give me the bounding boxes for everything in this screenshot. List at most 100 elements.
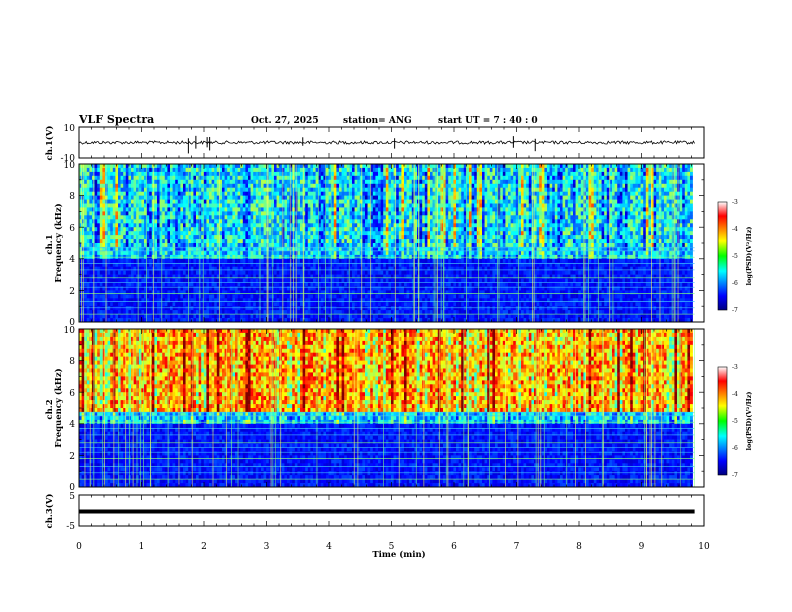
ch1-spec-cell-4563: [375, 176, 378, 180]
ch1-spec-cell-4686: [383, 188, 386, 192]
ch1-spec-cell-2057: [212, 231, 215, 235]
ch1-spec-cell-3947: [334, 271, 337, 275]
ch1-spec-cell-4110: [344, 283, 347, 287]
ch1-spec-cell-707: [123, 271, 126, 275]
ch1-spec-cell-643: [121, 176, 124, 180]
ch1-spec-cell-858: [134, 235, 137, 239]
ch1-spec-cell-2926: [269, 188, 272, 192]
ch1-spec-cell-892: [136, 211, 139, 215]
ch1-spec-cell-4408: [365, 196, 368, 200]
ch1-spec-cell-108: [84, 275, 87, 279]
ch1-spec-cell-1339: [165, 239, 168, 243]
ch1-spec-cell-2512: [240, 290, 243, 294]
ch1-spec-cell-1895: [201, 223, 204, 227]
ch1-spec-cell-367: [102, 192, 105, 196]
ch1-spec-cell-187: [89, 271, 92, 275]
ch1-spec-cell-1666: [186, 267, 189, 271]
ch1-spec-cell-4074: [342, 298, 345, 302]
ch1-spec-cell-2708: [253, 275, 256, 279]
ch1-spec-cell-1627: [183, 271, 186, 275]
ch1-spec-cell-1965: [206, 184, 209, 188]
ch1-spec-cell-3555: [308, 302, 311, 306]
ch1-spec-cell-1722: [191, 172, 194, 176]
ch1-spec-cell-4026: [339, 267, 342, 271]
ch1-spec-cell-315: [97, 302, 100, 306]
ch1-spec-cell-3984: [336, 259, 339, 263]
ch1-spec-cell-4526: [373, 188, 376, 192]
ch1-spec-cell-699: [123, 239, 126, 243]
ch1-spec-cell-2066: [212, 267, 215, 271]
ch1-spec-cell-2072: [212, 290, 215, 294]
ch1-spec-cell-3570: [310, 204, 313, 208]
ch1-spec-cell-1207: [157, 192, 160, 196]
ch1-spec-cell-3112: [279, 290, 282, 294]
ch1-spec-cell-2584: [245, 259, 248, 263]
ch1-spec-cell-1400: [170, 164, 173, 168]
ch1-spec-cell-563: [115, 176, 118, 180]
ch1-spec-cell-1226: [157, 267, 160, 271]
ch1-spec-cell-2233: [222, 294, 225, 298]
ch1-spec-cell-4247: [355, 192, 358, 196]
ch1-spec-cell-3158: [282, 314, 285, 318]
ch1-spec-cell-3553: [308, 294, 311, 298]
ch1-spec-cell-1388: [167, 275, 170, 279]
ch1-spec-cell-4819: [391, 239, 394, 243]
ch1-spec-cell-422: [105, 251, 108, 255]
ch1-spec-cell-853: [134, 215, 137, 219]
ch1-spec-cell-1488: [175, 196, 178, 200]
ch1-spec-cell-2086: [214, 188, 217, 192]
ch1-spec-cell-2195: [219, 302, 222, 306]
ch1-spec-cell-1340: [165, 243, 168, 247]
ch1-spec-cell-1190: [154, 283, 157, 287]
ch1-spec-cell-1420: [170, 243, 173, 247]
ch1-spec-cell-1632: [183, 290, 186, 294]
ch1-spec-cell-3891: [331, 207, 334, 211]
ch1-spec-cell-4884: [396, 180, 399, 184]
ch1-spec-cell-4673: [381, 294, 384, 298]
ch1-spec-cell-4562: [375, 172, 378, 176]
ch1-spec-cell-1818: [196, 235, 199, 239]
ch1-spec-cell-963: [141, 176, 144, 180]
ch1-spec-cell-2638: [248, 314, 251, 318]
ch1-spec-cell-1434: [170, 298, 173, 302]
ch1-spec-cell-4368: [362, 196, 365, 200]
ch1-spec-cell-1535: [178, 223, 181, 227]
ch1-spec-cell-934: [139, 219, 142, 223]
ch1-spec-cell-352: [100, 290, 103, 294]
ch1-spec-cell-4049: [342, 200, 345, 204]
ch1-spec-cell-4033: [339, 294, 342, 298]
ch1-spec-cell-4652: [381, 211, 384, 215]
ch1-spec-cell-2553: [243, 294, 246, 298]
ch1-spec-cell-2856: [264, 227, 267, 231]
ch1-spec-cell-574: [115, 219, 118, 223]
ch1-spec-cell-1205: [157, 184, 160, 188]
ch1-spec-cell-855: [134, 223, 137, 227]
ch1-spec-cell-2845: [264, 184, 267, 188]
ch1-spec-cell-1539: [178, 239, 181, 243]
ch1-spec-cell-2164: [219, 180, 222, 184]
ch1-spec-cell-1894: [201, 219, 204, 223]
ch1-spec-cell-4339: [360, 239, 363, 243]
ch1-spec-cell-456: [108, 227, 111, 231]
ch1-spec-cell-1430: [170, 283, 173, 287]
ch1-spec-cell-2313: [227, 294, 230, 298]
ch1-spec-cell-2281: [227, 168, 230, 172]
ch1-spec-cell-744: [126, 259, 129, 263]
ch1-spec-cell-1460: [173, 243, 176, 247]
ch1-spec-cell-2953: [269, 294, 272, 298]
ch1-spec-cell-1170: [154, 204, 157, 208]
ch1-spec-cell-1387: [167, 271, 170, 275]
ch1-spec-cell-1325: [165, 184, 168, 188]
ch1-spec-cell-363: [102, 176, 105, 180]
ch1-spec-cell-4445: [368, 184, 371, 188]
ch1-spec-cell-3372: [297, 211, 300, 215]
ch1-spec-cell-2324: [230, 180, 233, 184]
ch1-spec-cell-4826: [391, 267, 394, 271]
ch1-spec-cell-882: [136, 172, 139, 176]
ch1-spec-cell-2062: [212, 251, 215, 255]
ch1-spec-cell-4457: [368, 231, 371, 235]
ch1-spec-cell-3084: [279, 180, 282, 184]
ch1-spec-cell-179: [89, 239, 92, 243]
ch1-spec-cell-2539: [243, 239, 246, 243]
ch1-spec-cell-368: [102, 196, 105, 200]
